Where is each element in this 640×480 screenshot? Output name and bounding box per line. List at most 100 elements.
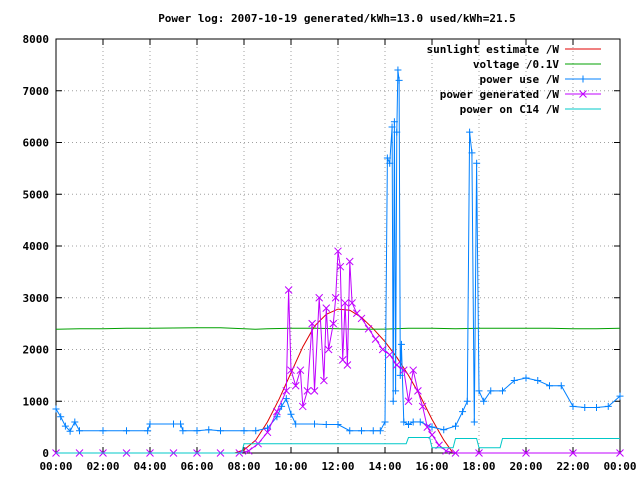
series-line: [55, 69, 621, 433]
series-layer: [52, 66, 624, 457]
data-point: [263, 428, 272, 437]
series-3: [52, 247, 624, 457]
data-point: [468, 149, 476, 157]
data-point: [71, 418, 79, 426]
data-point: [284, 286, 293, 294]
data-point: [451, 449, 460, 457]
data-point: [205, 426, 213, 434]
data-point: [418, 402, 427, 411]
data-point: [61, 422, 69, 430]
data-point: [371, 335, 380, 344]
data-point: [282, 387, 291, 395]
data-point: [273, 407, 281, 416]
data-point: [287, 410, 295, 418]
data-point: [348, 299, 356, 307]
data-point: [76, 427, 83, 435]
data-point: [99, 427, 107, 435]
data-point: [376, 427, 384, 435]
legend-entry: sunlight estimate /W: [427, 43, 601, 56]
data-point: [364, 324, 373, 333]
data-point: [522, 374, 530, 382]
x-tick-label: 08:00: [227, 460, 260, 473]
data-point: [334, 247, 342, 256]
y-tick-label: 0: [42, 447, 49, 460]
data-point: [409, 366, 418, 375]
data-point: [466, 128, 474, 136]
y-tick-label: 3000: [23, 292, 50, 305]
y-tick-label: 8000: [23, 33, 50, 46]
data-point: [442, 447, 450, 455]
chart-title: Power log: 2007-10-19 generated/kWh=13.0…: [158, 12, 516, 25]
data-point: [604, 402, 612, 410]
y-tick-label: 7000: [23, 85, 50, 98]
data-point: [324, 345, 333, 354]
data-point: [616, 449, 624, 457]
data-point: [475, 449, 483, 457]
data-point: [346, 427, 354, 435]
data-point: [475, 387, 483, 395]
data-point: [345, 257, 354, 266]
x-tick-label: 14:00: [368, 460, 401, 473]
data-point: [296, 366, 305, 375]
data-point: [480, 397, 488, 405]
data-point: [440, 426, 448, 434]
grid-layer: [56, 39, 620, 453]
legend-label: power on C14 /W: [460, 103, 560, 116]
legend-entry: power on C14 /W: [460, 103, 601, 116]
data-point: [522, 449, 530, 457]
data-point: [409, 418, 417, 426]
data-point: [395, 76, 403, 84]
data-point: [393, 128, 401, 136]
data-point: [381, 418, 389, 426]
data-point: [240, 427, 248, 435]
legend-entry: voltage /0.1V: [473, 58, 601, 71]
data-point: [546, 382, 553, 390]
legend-label: voltage /0.1V: [473, 58, 559, 71]
data-point: [193, 427, 201, 435]
data-point: [343, 361, 352, 369]
data-point: [385, 350, 394, 359]
legend-entry: power generated /W: [440, 88, 601, 101]
data-point: [170, 420, 177, 428]
data-point: [400, 418, 408, 426]
legend-label: sunlight estimate /W: [427, 43, 560, 56]
x-tick-label: 06:00: [180, 460, 213, 473]
data-point: [399, 366, 408, 375]
data-point: [341, 299, 349, 307]
x-tick-label: 12:00: [321, 460, 354, 473]
data-point: [322, 421, 330, 429]
data-point: [252, 427, 260, 435]
data-point: [291, 381, 300, 390]
series-line: [56, 437, 620, 454]
data-point: [394, 66, 402, 74]
data-point: [320, 376, 328, 385]
x-tick-label: 20:00: [509, 460, 542, 473]
data-point: [593, 403, 600, 411]
data-point: [282, 395, 290, 403]
data-point: [386, 159, 394, 167]
series-4: [56, 437, 620, 454]
data-point: [487, 387, 495, 395]
data-point: [298, 402, 307, 411]
axes-layer: 00:00 02:00 04:00 06:00 08:00 10:00 12:00 14:00…: [23, 33, 637, 473]
x-tick-label: 18:00: [462, 460, 495, 473]
x-tick-label: 10:00: [274, 460, 307, 473]
x-tick-label: 00:00: [603, 460, 636, 473]
data-point: [334, 421, 342, 429]
y-tick-label: 5000: [23, 188, 50, 201]
x-tick-label: 04:00: [133, 460, 166, 473]
data-point: [357, 314, 366, 323]
series-2: [52, 66, 624, 435]
data-point: [287, 366, 295, 375]
data-point: [369, 427, 377, 435]
data-point: [331, 293, 340, 302]
data-point: [392, 387, 400, 395]
y-tick-label: 1000: [23, 395, 50, 408]
data-point: [383, 154, 391, 162]
data-point: [389, 397, 397, 405]
data-point: [329, 319, 338, 328]
data-point: [303, 387, 312, 395]
data-point: [177, 420, 185, 428]
y-tick-label: 4000: [23, 240, 50, 253]
